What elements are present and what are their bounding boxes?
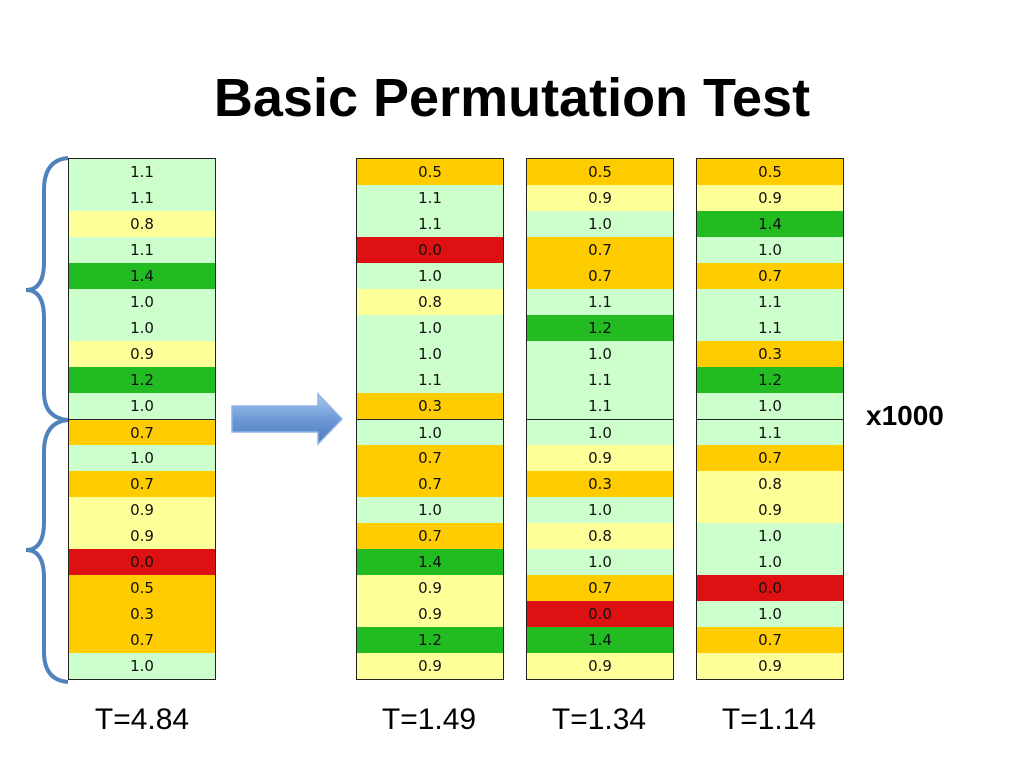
table-cell: 0.9 — [357, 601, 503, 627]
table-cell: 1.2 — [527, 315, 673, 341]
table-cell: 0.0 — [697, 575, 843, 601]
table-cell: 0.9 — [697, 497, 843, 523]
table-cell: 0.0 — [69, 549, 215, 575]
table-cell: 1.0 — [697, 549, 843, 575]
table-cell: 1.1 — [357, 211, 503, 237]
table-cell: 1.0 — [357, 315, 503, 341]
table-cell: 0.3 — [69, 601, 215, 627]
table-cell: 0.7 — [697, 263, 843, 289]
table-cell: 0.8 — [69, 211, 215, 237]
t-statistic-perm-3: T=1.14 — [721, 703, 817, 736]
t-statistic-perm-2: T=1.34 — [551, 703, 647, 736]
table-cell: 1.0 — [69, 445, 215, 471]
group1-brace-icon — [25, 156, 69, 422]
table-cell: 1.1 — [697, 315, 843, 341]
table-cell: 0.3 — [357, 393, 503, 419]
table-cell: 1.0 — [69, 315, 215, 341]
table-cell: 0.7 — [69, 471, 215, 497]
table-cell: 0.5 — [697, 159, 843, 185]
table-cell: 0.8 — [697, 471, 843, 497]
table-cell: 0.9 — [697, 653, 843, 679]
right-arrow-icon — [231, 392, 344, 446]
table-cell: 1.0 — [697, 523, 843, 549]
permutation-column-2: 0.5 0.9 1.0 0.7 0.7 1.1 1.2 1.0 1.1 1.1 1.0 0.9 0.3 1… — [526, 158, 674, 680]
table-cell: 1.1 — [69, 185, 215, 211]
repeat-multiplier: x1000 — [866, 400, 944, 431]
table-cell: 1.0 — [357, 497, 503, 523]
table-cell: 0.5 — [357, 159, 503, 185]
table-cell: 1.0 — [69, 289, 215, 315]
table-cell: 0.9 — [357, 575, 503, 601]
table-cell: 1.0 — [357, 341, 503, 367]
table-cell: 0.7 — [69, 419, 215, 445]
table-cell: 0.0 — [527, 601, 673, 627]
table-cell: 1.4 — [357, 549, 503, 575]
table-cell: 1.0 — [527, 419, 673, 445]
table-cell: 1.4 — [69, 263, 215, 289]
slide-title: Basic Permutation Test — [213, 68, 811, 128]
table-cell: 1.0 — [527, 497, 673, 523]
table-cell: 1.0 — [357, 263, 503, 289]
table-cell: 1.0 — [527, 211, 673, 237]
table-cell: 0.7 — [357, 523, 503, 549]
table-cell: 0.7 — [69, 627, 215, 653]
table-cell: 1.4 — [527, 627, 673, 653]
table-cell: 1.2 — [69, 367, 215, 393]
table-cell: 0.9 — [69, 341, 215, 367]
table-cell: 0.9 — [357, 653, 503, 679]
table-cell: 1.1 — [357, 367, 503, 393]
table-cell: 1.0 — [69, 653, 215, 679]
table-cell: 0.3 — [697, 341, 843, 367]
table-cell: 0.7 — [527, 237, 673, 263]
permutation-column-1: 0.5 1.1 1.1 0.0 1.0 0.8 1.0 1.0 1.1 0.3 1.0 0.7 0.7 1… — [356, 158, 504, 680]
t-statistic-perm-1: T=1.49 — [381, 703, 477, 736]
table-cell: 0.8 — [527, 523, 673, 549]
t-statistic-original: T=4.84 — [94, 703, 190, 736]
table-cell: 0.7 — [357, 471, 503, 497]
table-cell: 0.7 — [697, 445, 843, 471]
table-cell: 0.9 — [69, 497, 215, 523]
table-cell: 1.1 — [69, 237, 215, 263]
table-cell: 0.9 — [697, 185, 843, 211]
table-cell: 0.0 — [357, 237, 503, 263]
table-cell: 0.3 — [527, 471, 673, 497]
table-cell: 1.0 — [69, 393, 215, 419]
table-cell: 0.7 — [357, 445, 503, 471]
table-cell: 1.1 — [527, 393, 673, 419]
group2-brace-icon — [25, 418, 69, 684]
table-cell: 1.1 — [697, 289, 843, 315]
table-cell: 1.0 — [527, 341, 673, 367]
table-cell: 0.9 — [69, 523, 215, 549]
table-cell: 0.9 — [527, 185, 673, 211]
table-cell: 1.0 — [697, 601, 843, 627]
table-cell: 0.7 — [527, 575, 673, 601]
table-cell: 1.1 — [527, 289, 673, 315]
table-cell: 1.2 — [697, 367, 843, 393]
table-cell: 0.5 — [527, 159, 673, 185]
permutation-column-3: 0.5 0.9 1.4 1.0 0.7 1.1 1.1 0.3 1.2 1.0 1.1 0.7 0.8 0… — [696, 158, 844, 680]
table-cell: 1.0 — [357, 419, 503, 445]
table-cell: 1.1 — [357, 185, 503, 211]
table-cell: 1.0 — [697, 237, 843, 263]
table-cell: 1.1 — [697, 419, 843, 445]
table-cell: 0.5 — [69, 575, 215, 601]
table-cell: 1.4 — [697, 211, 843, 237]
table-cell: 0.8 — [357, 289, 503, 315]
original-data-column: 1.1 1.1 0.8 1.1 1.4 1.0 1.0 0.9 1.2 1.0 0.7 1.0 0.7 0… — [68, 158, 216, 680]
table-cell: 0.7 — [697, 627, 843, 653]
table-cell: 0.7 — [527, 263, 673, 289]
table-cell: 1.1 — [527, 367, 673, 393]
table-cell: 0.9 — [527, 445, 673, 471]
table-cell: 1.1 — [69, 159, 215, 185]
table-cell: 0.9 — [527, 653, 673, 679]
table-cell: 1.0 — [527, 549, 673, 575]
table-cell: 1.2 — [357, 627, 503, 653]
table-cell: 1.0 — [697, 393, 843, 419]
